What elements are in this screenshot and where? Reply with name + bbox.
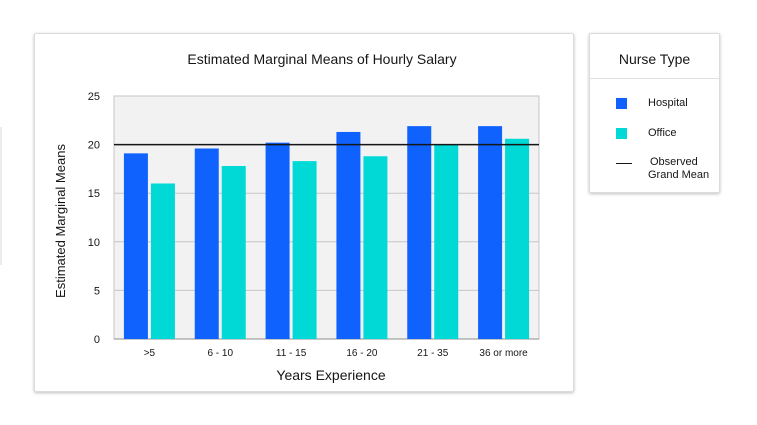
- legend-label-hospital: Hospital: [648, 97, 688, 109]
- legend-title: Nurse Type: [590, 34, 719, 79]
- x-tick-label: 11 - 15: [276, 348, 307, 359]
- plot-area: [113, 95, 540, 340]
- bar-hospital: [407, 126, 432, 339]
- bar-office: [363, 156, 388, 339]
- bar-hospital: [478, 126, 503, 339]
- bar-office: [292, 161, 317, 339]
- bar-hospital: [123, 153, 148, 339]
- legend-label-grand-mean-1: Observed: [650, 156, 698, 168]
- legend-card: Nurse Type Hospital Office Observed Gran…: [589, 33, 720, 193]
- hospital-swatch-icon: [616, 98, 627, 109]
- legend-label-office: Office: [648, 127, 677, 139]
- x-tick-label: 6 - 10: [207, 348, 233, 359]
- y-tick-label: 15: [88, 188, 100, 200]
- bar-office: [434, 144, 459, 339]
- x-tick-label: 21 - 35: [417, 348, 449, 359]
- bar-hospital: [194, 148, 219, 339]
- legend-label-grand-mean-2: Grand Mean: [648, 169, 710, 181]
- x-tick-label: >5: [144, 348, 156, 359]
- bar-hospital: [265, 142, 290, 339]
- x-axis-title: Years Experience: [276, 367, 385, 383]
- chart-card: Estimated Marginal Means of Hourly Salar…: [34, 33, 574, 392]
- bar-office: [221, 165, 246, 339]
- y-tick-label: 0: [94, 334, 100, 346]
- chart-title: Estimated Marginal Means of Hourly Salar…: [187, 51, 456, 67]
- y-tick-label: 5: [94, 285, 100, 297]
- y-tick-label: 10: [88, 237, 100, 249]
- office-swatch-icon: [616, 128, 627, 139]
- y-tick-label: 20: [88, 140, 100, 152]
- bar-chart: Estimated Marginal Means of Hourly Salar…: [53, 51, 540, 383]
- x-tick-label: 16 - 20: [346, 348, 378, 359]
- x-tick-label: 36 or more: [479, 348, 528, 359]
- bar-office: [150, 183, 175, 339]
- bar-hospital: [336, 131, 361, 339]
- left-edge-divider: [0, 127, 2, 265]
- y-axis-title: Estimated Marginal Means: [53, 144, 68, 298]
- bar-office: [505, 138, 530, 339]
- y-tick-label: 25: [88, 91, 100, 103]
- grand-mean-line-icon: [616, 163, 632, 164]
